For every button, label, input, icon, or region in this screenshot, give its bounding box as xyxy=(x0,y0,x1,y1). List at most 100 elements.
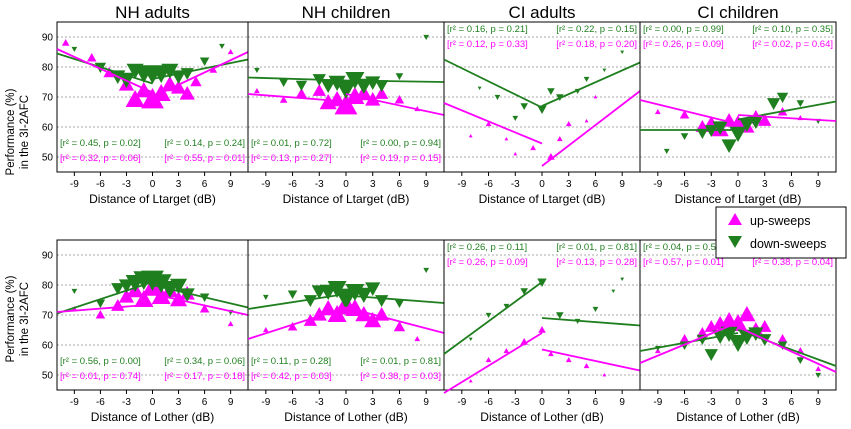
stat-down-right: [r² = 0.00, p = 0.94] xyxy=(360,138,441,149)
x-tick-label: 9 xyxy=(815,397,821,408)
up-sweep-point xyxy=(125,90,145,107)
regression-line-up-right xyxy=(152,51,249,98)
stat-up-right: [r² = 0.02, p = 0.64] xyxy=(752,39,833,50)
x-axis-label: Distance of Lother (dB) xyxy=(284,410,407,424)
panel-1: -9 -6 -3 0 3 6 9 Distance of Ltarget (dB) [r² = … xyxy=(247,21,445,206)
y-tick-label: 90 xyxy=(42,251,54,262)
regression-line-up-left xyxy=(443,102,543,145)
regression-line-up-left xyxy=(247,93,347,103)
down-sweep-point xyxy=(704,349,718,361)
down-sweep-point xyxy=(592,306,599,312)
up-sweep-point xyxy=(468,134,473,138)
down-sweep-point xyxy=(161,63,179,79)
x-tick-label: -9 xyxy=(457,397,466,408)
stat-up-right: [r² = 0.38, p = 0.03] xyxy=(360,371,441,382)
down-sweep-point xyxy=(712,330,728,344)
x-tick-label: 9 xyxy=(423,179,429,190)
x-tick-label: 9 xyxy=(423,397,429,408)
x-tick-label: -6 xyxy=(96,397,105,408)
up-sweep-point xyxy=(468,379,473,383)
regression-line-down-left xyxy=(56,52,153,85)
up-sweep-point xyxy=(679,334,690,343)
x-tick-label: 9 xyxy=(619,397,625,408)
down-sweep-point xyxy=(468,337,473,341)
stat-up-left: [r² = 0.26, p = 0.09] xyxy=(643,39,724,50)
down-sweep-point xyxy=(620,50,625,54)
regression-line-up-right xyxy=(345,306,445,334)
x-tick-label: 6 xyxy=(397,397,403,408)
y-axis-label-top-line1: Performance (%) xyxy=(5,88,17,175)
stat-up-left: [r² = 0.32, p = 0.06] xyxy=(60,153,141,164)
x-tick-label: -9 xyxy=(653,397,662,408)
stat-up-left: [r² = 0.57, p = 0.01] xyxy=(643,257,724,268)
x-tick-label: -9 xyxy=(70,397,79,408)
x-tick-label: 0 xyxy=(343,397,349,408)
y-axis-label-bottom-line1: Performance (%) xyxy=(5,275,17,362)
down-sweep-point xyxy=(71,46,78,52)
y-axis-label-top-line2: in the 3I-2AFC xyxy=(19,95,31,169)
up-sweep-point xyxy=(654,109,661,115)
x-tick-label: -3 xyxy=(122,397,131,408)
column-title-0: NH adults xyxy=(115,3,190,22)
up-sweep-point xyxy=(777,334,788,343)
x-tick-label: 3 xyxy=(370,179,376,190)
up-sweep-point xyxy=(485,121,492,127)
x-tick-label: -6 xyxy=(680,179,689,190)
x-tick-label: 0 xyxy=(150,397,156,408)
up-sweep-point xyxy=(583,363,590,369)
legend-up-marker xyxy=(728,213,742,225)
x-axis-label: Distance of Ltarget (dB) xyxy=(675,192,802,206)
down-sweep-point xyxy=(620,277,625,281)
up-sweep-point xyxy=(287,322,298,331)
up-sweep-point xyxy=(355,306,373,322)
down-sweep-point xyxy=(71,288,78,294)
down-sweep-point xyxy=(512,115,519,121)
down-sweep-point xyxy=(721,139,737,153)
down-sweep-point xyxy=(374,80,389,92)
up-sweep-point xyxy=(86,53,97,62)
down-sweep-point xyxy=(374,295,389,307)
up-sweep-point xyxy=(364,312,382,328)
up-sweep-point xyxy=(365,92,381,106)
regression-line-down-right xyxy=(345,79,445,83)
up-sweep-point xyxy=(679,110,690,119)
down-sweep-point xyxy=(394,299,405,308)
regression-line-up-right xyxy=(345,93,445,116)
up-sweep-point xyxy=(815,366,822,372)
x-axis-label: Distance of Lother (dB) xyxy=(480,410,603,424)
down-sweep-point xyxy=(583,76,590,82)
y-tick-label: 50 xyxy=(42,153,54,164)
x-tick-label: 6 xyxy=(789,179,795,190)
down-sweep-point xyxy=(295,80,308,91)
x-tick-label: 9 xyxy=(815,179,821,190)
y-tick-label: 50 xyxy=(42,371,54,382)
panel-4: -9 -6 -3 0 3 6 9 90 80 70 60 50 Distance of Lother (… xyxy=(42,239,249,424)
regression-line-down-right xyxy=(737,329,837,367)
up-sweep-point xyxy=(95,310,106,319)
x-tick-label: 3 xyxy=(566,179,572,190)
down-sweep-point xyxy=(748,115,764,129)
regression-line-up-right xyxy=(152,293,249,316)
panel-5: -9 -6 -3 0 3 6 9 Distance of Lother (dB) [r² = 0… xyxy=(247,239,445,424)
stat-up-right: [r² = 0.38, p = 0.04] xyxy=(752,257,833,268)
regression-line-up-left xyxy=(56,48,153,94)
x-tick-label: 6 xyxy=(202,179,208,190)
up-sweep-point xyxy=(279,96,288,103)
x-tick-label: -3 xyxy=(315,179,324,190)
down-sweep-point xyxy=(423,34,430,40)
regression-line-down-right xyxy=(152,58,249,80)
up-sweep-point xyxy=(179,86,195,100)
down-sweep-point xyxy=(355,287,373,303)
up-sweep-point xyxy=(729,115,747,131)
y-axis-label-bottom-line2: in the 3I-2AFC xyxy=(19,282,31,356)
stat-down-left: [r² = 0.26, p = 0.11] xyxy=(447,242,527,253)
x-tick-label: 9 xyxy=(228,179,234,190)
stat-up-right: [r² = 0.19, p = 0.15] xyxy=(360,153,441,164)
stat-down-left: [r² = 0.56, p = 0.00] xyxy=(60,356,141,367)
stat-down-left: [r² = 0.45, p = 0.02] xyxy=(60,138,141,149)
x-tick-label: 6 xyxy=(593,179,599,190)
down-sweep-point xyxy=(199,57,210,66)
regression-line-up-left xyxy=(443,332,543,394)
up-sweep-point xyxy=(696,327,709,338)
